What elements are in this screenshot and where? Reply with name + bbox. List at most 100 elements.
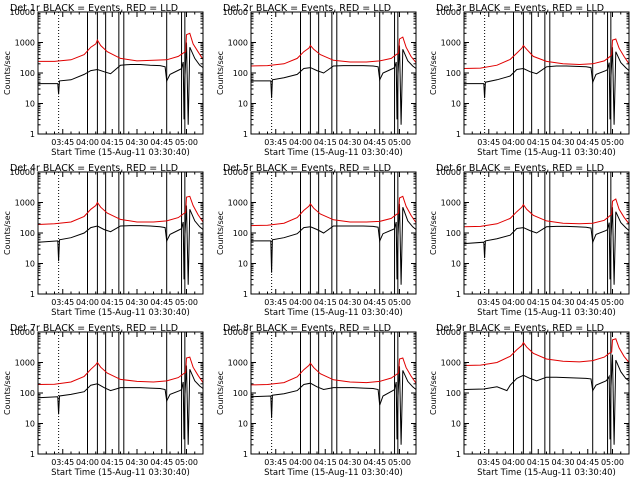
x-tick-label: 04:00 [76, 138, 99, 147]
x-tick-label: 04:15 [101, 138, 124, 147]
y-axis-label: Counts/sec [216, 371, 225, 415]
y-tick-label: 1000 [228, 199, 248, 208]
x-tick-label: 04:30 [551, 138, 574, 147]
y-tick-label: 1 [456, 450, 461, 459]
y-tick-label: 1 [30, 450, 35, 459]
x-tick-label: 05:00 [388, 298, 411, 307]
x-tick-label: 04:45 [150, 298, 173, 307]
series-lld-line [250, 195, 417, 227]
y-tick-label: 1 [243, 450, 248, 459]
x-axis-label: Start Time (15-Aug-11 03:30:40) [264, 148, 403, 158]
x-tick-label: 04:45 [363, 458, 386, 467]
x-tick-label: 04:30 [338, 298, 361, 307]
x-axis-label: Start Time (15-Aug-11 03:30:40) [264, 468, 403, 478]
y-axis-label: Counts/sec [216, 51, 225, 95]
x-tick-label: 04:30 [338, 458, 361, 467]
y-tick-label: 10000 [10, 8, 35, 17]
y-tick-label: 1 [30, 130, 35, 139]
x-tick-label: 04:00 [76, 458, 99, 467]
x-tick-label: 04:00 [502, 138, 525, 147]
x-tick-label: 03:45 [51, 298, 74, 307]
chart-title: Det 8r BLACK = Events, RED = LLD [223, 323, 391, 334]
x-tick-label: 05:00 [601, 458, 624, 467]
y-tick-label: 100 [233, 69, 248, 78]
chart-title: Det 4r BLACK = Events, RED = LLD [10, 163, 178, 174]
x-tick-label: 04:45 [363, 138, 386, 147]
chart-title: Det 1r BLACK = Events, RED = LLD [10, 3, 178, 14]
chart-title: Det 2r BLACK = Events, RED = LLD [223, 3, 391, 14]
y-tick-label: 1000 [441, 39, 461, 48]
x-tick-label: 04:15 [527, 458, 550, 467]
y-axis-label: Counts/sec [429, 51, 438, 95]
y-tick-label: 10 [451, 420, 461, 429]
y-tick-label: 10 [25, 260, 35, 269]
x-tick-label: 03:45 [264, 298, 287, 307]
y-axis-label: Counts/sec [429, 371, 438, 415]
y-tick-label: 10000 [223, 328, 248, 337]
y-tick-label: 10000 [10, 168, 35, 177]
y-tick-label: 100 [20, 69, 35, 78]
x-tick-label: 04:30 [551, 298, 574, 307]
x-tick-label: 04:15 [314, 298, 337, 307]
y-tick-label: 10000 [436, 8, 461, 17]
series-events-line [464, 47, 630, 125]
x-tick-label: 04:00 [289, 298, 312, 307]
y-tick-label: 1 [456, 290, 461, 299]
chart-panel-5: Det 5r BLACK = Events, RED = LLD 1 10 100 10… [216, 163, 417, 318]
x-axis-label: Start Time (15-Aug-11 03:30:40) [264, 308, 403, 318]
series-events-line [463, 354, 630, 445]
y-tick-label: 1 [456, 130, 461, 139]
x-axis-label: Start Time (15-Aug-11 03:30:40) [51, 148, 190, 158]
chart-panel-2: Det 2r BLACK = Events, RED = LLD 1 10 100 10… [216, 3, 417, 158]
series-events-line [38, 42, 204, 125]
y-tick-label: 10000 [223, 8, 248, 17]
x-tick-label: 04:00 [502, 458, 525, 467]
x-tick-label: 04:00 [289, 138, 312, 147]
y-axis-label: Counts/sec [3, 51, 12, 95]
chart-panel-6: Det 6r BLACK = Events, RED = LLD 1 10 100 10… [429, 163, 630, 318]
y-axis-label: Counts/sec [429, 211, 438, 255]
x-tick-label: 05:00 [175, 138, 198, 147]
x-tick-label: 04:15 [527, 298, 550, 307]
y-tick-label: 1 [243, 130, 248, 139]
chart-title: Det 9r BLACK = Events, RED = LLD [436, 323, 604, 334]
y-tick-label: 10 [238, 100, 248, 109]
y-tick-label: 100 [446, 69, 461, 78]
x-tick-label: 04:15 [314, 458, 337, 467]
y-tick-label: 1 [243, 290, 248, 299]
x-tick-label: 05:00 [601, 298, 624, 307]
series-lld-line [250, 357, 417, 386]
series-events-line [250, 366, 417, 445]
x-tick-label: 04:15 [101, 298, 124, 307]
chart-panel-7: Det 7r BLACK = Events, RED = LLD 1 10 100 10… [3, 323, 204, 478]
x-tick-label: 04:45 [150, 458, 173, 467]
y-tick-label: 10000 [10, 328, 35, 337]
y-tick-label: 100 [233, 229, 248, 238]
y-tick-label: 1000 [228, 39, 248, 48]
y-tick-label: 10 [25, 100, 35, 109]
x-tick-label: 05:00 [388, 458, 411, 467]
y-axis-label: Counts/sec [216, 211, 225, 255]
y-tick-label: 10000 [223, 168, 248, 177]
y-tick-label: 10 [238, 420, 248, 429]
series-lld-line [250, 36, 417, 67]
series-lld-line [463, 38, 630, 69]
x-tick-label: 04:15 [101, 458, 124, 467]
x-axis-label: Start Time (15-Aug-11 03:30:40) [477, 308, 616, 318]
x-tick-label: 03:45 [264, 138, 287, 147]
x-tick-label: 03:45 [51, 138, 74, 147]
y-tick-label: 10 [451, 260, 461, 269]
x-axis-label: Start Time (15-Aug-11 03:30:40) [477, 468, 616, 478]
x-tick-label: 05:00 [388, 138, 411, 147]
x-tick-label: 04:30 [125, 298, 148, 307]
x-tick-label: 03:45 [477, 298, 500, 307]
x-tick-label: 04:45 [576, 458, 599, 467]
chart-title: Det 5r BLACK = Events, RED = LLD [223, 163, 391, 174]
chart-title: Det 6r BLACK = Events, RED = LLD [436, 163, 604, 174]
x-tick-label: 04:45 [150, 138, 173, 147]
series-lld-line [37, 356, 204, 385]
y-tick-label: 1 [30, 290, 35, 299]
y-tick-label: 1000 [441, 359, 461, 368]
